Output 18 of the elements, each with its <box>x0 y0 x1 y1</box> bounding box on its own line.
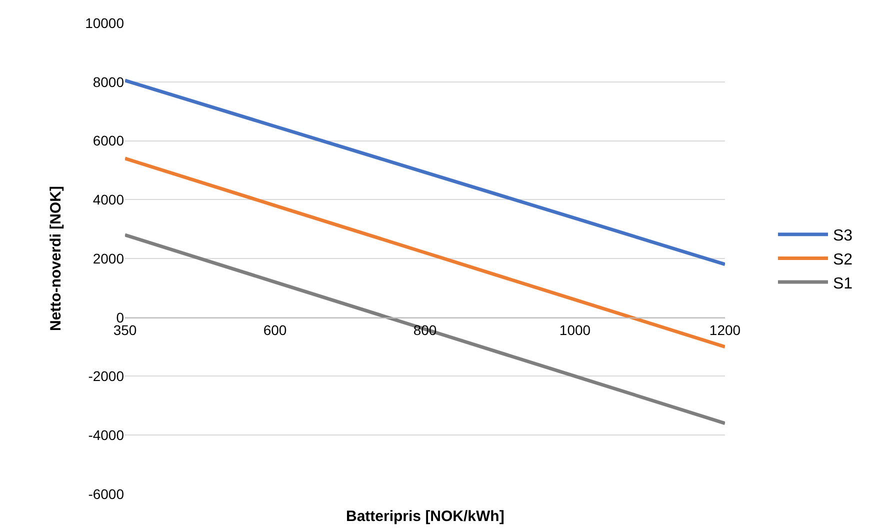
x-tick-label: 1200 <box>709 322 741 338</box>
x-tick-label: 1000 <box>559 322 591 338</box>
y-axis-title: Netto-noverdi [NOK] <box>47 186 64 331</box>
line-series <box>125 78 725 266</box>
y-tick-label: 6000 <box>92 132 124 149</box>
y-tick-label: 10000 <box>85 14 124 31</box>
x-axis-title: Batteripris [NOK/kWh] <box>346 508 504 525</box>
legend-label: S1 <box>833 275 853 292</box>
y-tick-label: 4000 <box>92 192 124 208</box>
x-tick-label: 800 <box>413 322 437 338</box>
legend-label: S2 <box>833 251 853 268</box>
y-tick-label: 2000 <box>92 250 124 266</box>
y-tick-label: 8000 <box>92 74 124 90</box>
y-tick-label: -2000 <box>88 368 124 384</box>
y-tick-label: -6000 <box>88 486 124 502</box>
legend-label: S3 <box>833 228 853 245</box>
x-tick-label: 600 <box>263 322 287 338</box>
y-tick-label: -4000 <box>88 426 124 443</box>
